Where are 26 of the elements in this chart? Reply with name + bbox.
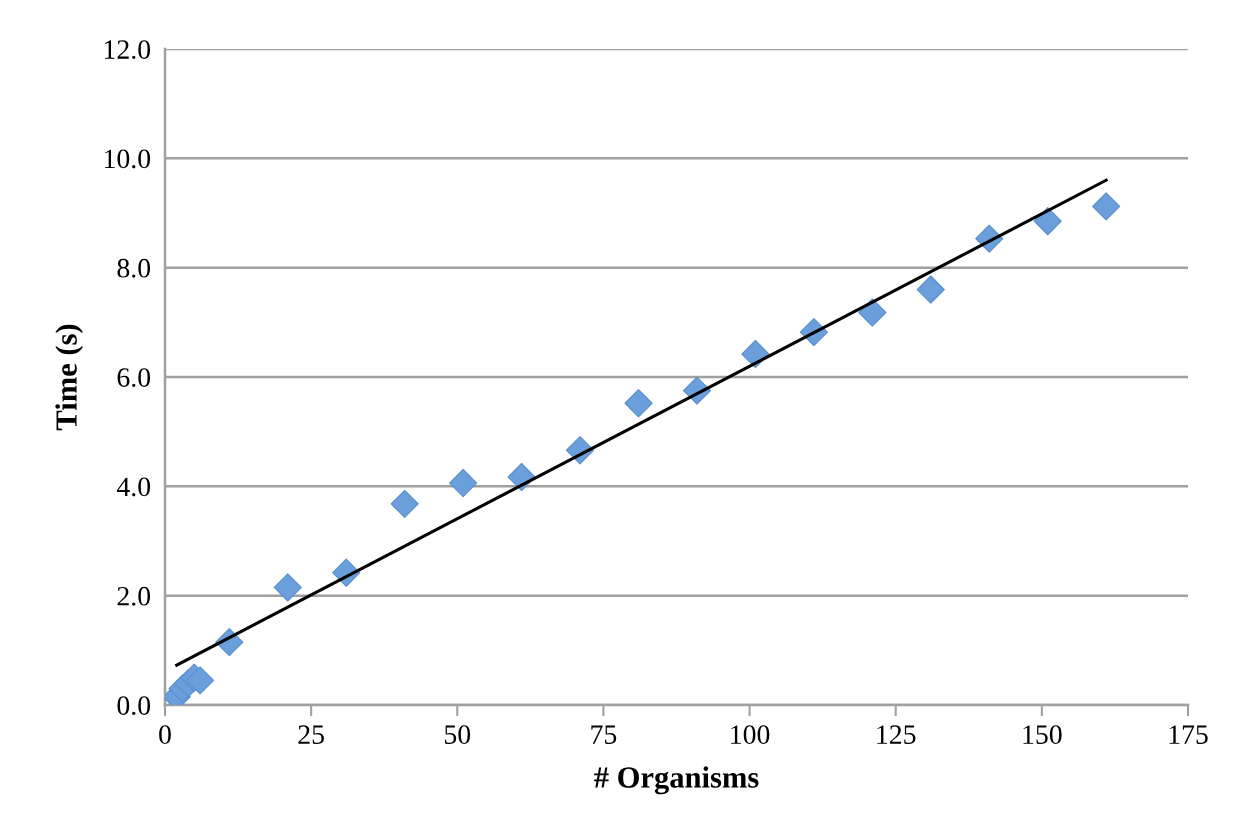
point bbox=[916, 275, 945, 304]
y-tick-label: 10.0 bbox=[104, 149, 151, 169]
point bbox=[1092, 192, 1121, 221]
y-axis-title: Time (s) bbox=[55, 324, 84, 431]
x-tick-label: 25 bbox=[298, 725, 324, 744]
x-tick-label: 150 bbox=[1023, 725, 1062, 744]
y-tick-label: 12.0 bbox=[104, 40, 151, 60]
point bbox=[858, 298, 887, 327]
point bbox=[449, 468, 478, 498]
x-tick-label: 100 bbox=[731, 725, 770, 744]
point bbox=[273, 573, 302, 602]
x-tick-label: 175 bbox=[1169, 725, 1208, 744]
y-tick-label: 6.0 bbox=[117, 368, 151, 388]
x-tick-label: 0 bbox=[159, 725, 171, 744]
x-tick-label: 125 bbox=[877, 725, 916, 744]
x-tick-label: 50 bbox=[445, 725, 471, 744]
y-tick-label: 0.0 bbox=[117, 696, 151, 716]
point bbox=[390, 489, 419, 518]
x-axis-title: # Organisms bbox=[594, 766, 759, 795]
y-tick-label: 8.0 bbox=[117, 258, 151, 278]
point bbox=[1033, 207, 1062, 236]
y-tick-label: 2.0 bbox=[117, 586, 151, 606]
y-tick-label: 4.0 bbox=[116, 477, 151, 497]
x-tick-label: 75 bbox=[591, 725, 617, 744]
point bbox=[624, 389, 653, 418]
point bbox=[185, 666, 215, 695]
